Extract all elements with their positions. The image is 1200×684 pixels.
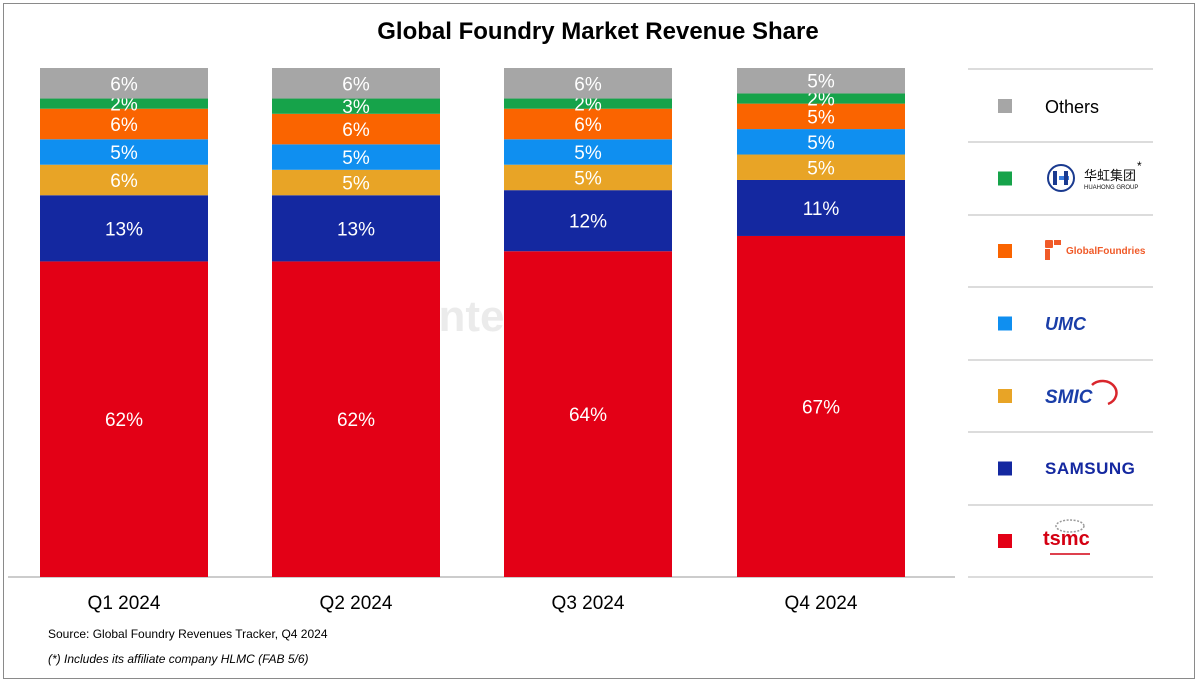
data-label-1-1: 13% <box>337 219 375 240</box>
data-label-3-0: 67% <box>802 397 840 418</box>
legend-swatch-4 <box>998 389 1012 403</box>
data-label-2-4: 6% <box>574 115 602 136</box>
chart-title: Global Foundry Market Revenue Share <box>377 18 819 45</box>
bar-2-3 <box>504 139 672 165</box>
bar-1-0 <box>272 261 440 577</box>
data-label-0-1: 13% <box>105 219 143 240</box>
bar-1-5 <box>272 98 440 114</box>
bar-2-4 <box>504 108 672 140</box>
legend-label-huahong-mark: * <box>1137 159 1142 173</box>
data-label-3-2: 5% <box>807 158 835 179</box>
data-label-0-4: 6% <box>110 115 138 136</box>
data-label-2-1: 12% <box>569 212 607 233</box>
x-tick-label-0: Q1 2024 <box>88 593 161 614</box>
bar-0-0 <box>40 261 208 577</box>
bar-0-2 <box>40 164 208 196</box>
legend-swatch-2 <box>998 244 1012 258</box>
legend-label-huahong-cn: 华虹集团 <box>1084 168 1136 184</box>
source-note: Source: Global Foundry Revenues Tracker,… <box>48 627 328 641</box>
data-label-3-6: 5% <box>807 72 835 93</box>
data-label-0-2: 6% <box>110 171 138 192</box>
bar-1-1 <box>272 195 440 262</box>
legend-label-umc: UMC <box>1045 314 1087 334</box>
huahong-logo-bar-1 <box>1053 171 1057 185</box>
bar-2-5 <box>504 98 672 109</box>
bar-1-2 <box>272 169 440 196</box>
data-label-0-3: 5% <box>110 143 138 164</box>
legend-label-smic: SMIC <box>1045 387 1093 408</box>
bar-0-5 <box>40 98 208 109</box>
bar-1-6 <box>272 68 440 99</box>
globalfoundries-logo-part <box>1045 249 1050 260</box>
data-label-1-5: 3% <box>342 97 370 118</box>
data-label-1-6: 6% <box>342 74 370 95</box>
x-tick-label-1: Q2 2024 <box>320 593 393 614</box>
data-label-1-3: 5% <box>342 148 370 169</box>
globalfoundries-logo-icon <box>1045 240 1053 248</box>
legend-swatch-6 <box>998 534 1012 548</box>
data-label-0-5: 2% <box>110 95 138 116</box>
legend-label-samsung: SAMSUNG <box>1045 459 1135 478</box>
data-label-1-2: 5% <box>342 174 370 195</box>
data-label-1-4: 6% <box>342 120 370 141</box>
data-label-3-4: 5% <box>807 107 835 128</box>
data-label-2-3: 5% <box>574 143 602 164</box>
bar-2-1 <box>504 190 672 252</box>
bar-0-4 <box>40 108 208 140</box>
bar-3-5 <box>737 93 905 104</box>
huahong-logo-bar-3 <box>1064 171 1068 185</box>
legend-swatch-0 <box>998 99 1012 113</box>
legend-label-huahong-en: HUAHONG GROUP <box>1084 185 1138 191</box>
data-label-2-0: 64% <box>569 405 607 426</box>
data-label-3-3: 5% <box>807 133 835 154</box>
bar-2-2 <box>504 164 672 191</box>
data-label-2-5: 2% <box>574 95 602 116</box>
x-tick-label-2: Q3 2024 <box>552 593 625 614</box>
legend-swatch-1 <box>998 171 1012 186</box>
bar-3-0 <box>737 235 905 577</box>
tsmc-wafer-icon <box>1055 519 1085 533</box>
data-label-2-2: 5% <box>574 168 602 189</box>
data-label-0-6: 6% <box>110 74 138 95</box>
bar-0-6 <box>40 68 208 99</box>
bar-3-6 <box>737 68 905 94</box>
bar-3-1 <box>737 179 905 236</box>
bar-3-4 <box>737 103 905 130</box>
globalfoundries-logo-part-2 <box>1054 240 1061 245</box>
data-label-3-5: 2% <box>807 90 835 111</box>
data-label-1-0: 62% <box>337 410 375 431</box>
bar-2-6 <box>504 68 672 99</box>
bar-1-4 <box>272 113 440 145</box>
footnote: (*) Includes its affiliate company HLMC … <box>48 652 309 666</box>
data-label-2-6: 6% <box>574 74 602 95</box>
legend-label-tsmc: tsmc <box>1043 528 1090 550</box>
data-label-0-0: 62% <box>105 410 143 431</box>
x-tick-label-3: Q4 2024 <box>785 593 858 614</box>
legend-label-globalfoundries: GlobalFoundries <box>1066 246 1146 257</box>
bar-3-3 <box>737 129 905 155</box>
legend-swatch-5 <box>998 461 1012 476</box>
legend-label-others: Others <box>1045 97 1099 117</box>
legend-swatch-3 <box>998 316 1012 331</box>
bar-0-1 <box>40 195 208 262</box>
huahong-logo-icon <box>1047 164 1075 192</box>
bar-3-2 <box>737 154 905 180</box>
bar-1-3 <box>272 144 440 170</box>
data-label-3-1: 11% <box>803 199 840 220</box>
bar-0-3 <box>40 139 208 165</box>
bar-2-0 <box>504 251 672 578</box>
smic-swoosh-icon <box>1091 379 1118 406</box>
